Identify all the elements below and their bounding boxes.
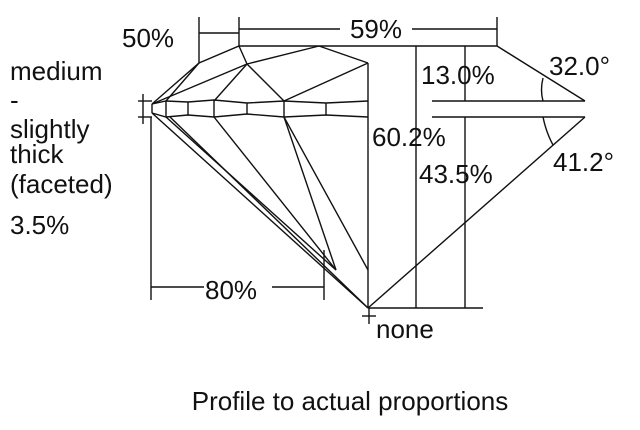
girdle-label-line: 3.5%	[10, 210, 69, 240]
diamond-outline	[138, 17, 586, 324]
table-label: 59%	[350, 14, 402, 44]
crown-angle-label: 50%	[122, 23, 174, 53]
diagram-caption: Profile to actual proportions	[192, 386, 509, 416]
girdle-label-line: -	[10, 85, 19, 115]
girdle-label: medium - slightly thick (faceted) 3.5%	[10, 56, 113, 240]
girdle-label-line: (faceted)	[10, 169, 113, 199]
girdle-label-line: slightly	[10, 114, 89, 144]
pavilion-angle-value: 41.2°	[553, 147, 614, 177]
girdle-label-line: thick	[10, 139, 64, 169]
lower-half-label: 80%	[205, 275, 257, 305]
crown-height-label: 13.0%	[421, 60, 495, 90]
crown-angle-value: 32.0°	[549, 51, 610, 81]
pavilion-depth-label: 43.5%	[419, 159, 493, 189]
total-depth-label: 60.2%	[372, 122, 446, 152]
girdle-label-line: medium	[10, 56, 102, 86]
culet-label: none	[376, 314, 434, 344]
